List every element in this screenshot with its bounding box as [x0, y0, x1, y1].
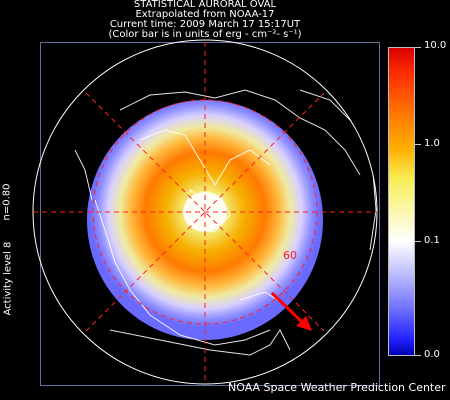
colorbar-label-max: 10.0 [424, 40, 447, 51]
footer-credit: NOAA Space Weather Prediction Center [228, 381, 446, 394]
color-bar [388, 47, 415, 356]
latitude-label: 60 [283, 249, 297, 262]
title-line-1: STATISTICAL AURORAL OVAL [133, 0, 277, 10]
coordinate-grid [33, 42, 377, 384]
colorbar-tick [415, 355, 421, 356]
colorbar-label-min: 0.0 [424, 349, 440, 360]
land-outlines [74, 89, 377, 356]
title-line-4: (Color bar is in units of erg - cm⁻²- s⁻… [108, 29, 302, 40]
title-line-3: Current time: 2009 March 17 15:17UT [109, 19, 301, 30]
colorbar-label-1: 1.0 [424, 138, 440, 149]
sun-direction-arrow [270, 291, 312, 331]
colorbar-tick [415, 144, 421, 145]
colorbar-tick [415, 47, 421, 48]
map-frame [40, 42, 380, 386]
activity-level-label: Activity level 8 [2, 241, 14, 316]
n-value-label: n=0.80 [1, 183, 13, 221]
title-block: STATISTICAL AURORAL OVAL Extrapolated fr… [70, 0, 340, 40]
title-line-2: Extrapolated from NOAA-17 [135, 9, 275, 20]
colorbar-tick [415, 241, 421, 242]
colorbar-label-0-1: 0.1 [424, 235, 440, 246]
